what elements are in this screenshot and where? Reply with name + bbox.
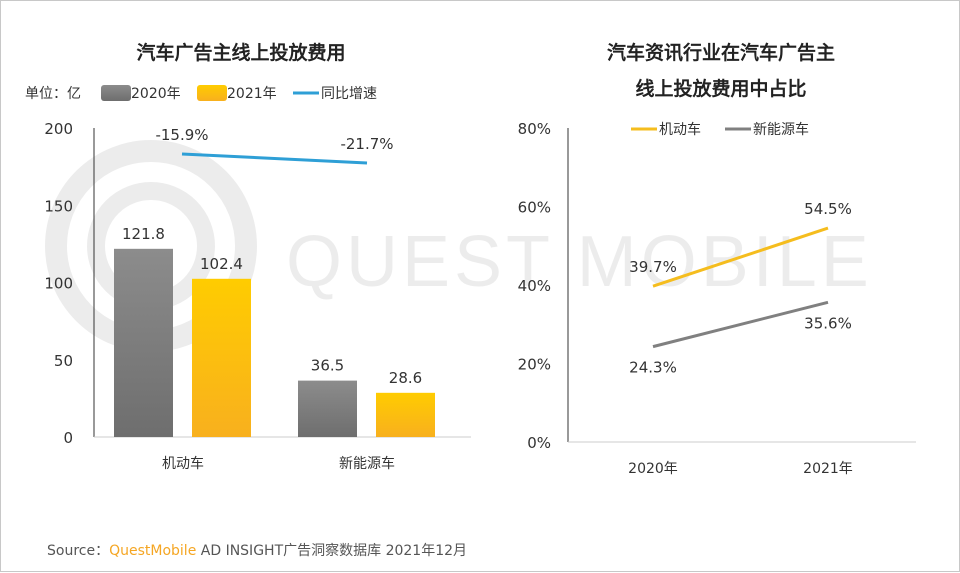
bar-2021年	[192, 278, 251, 437]
y-tick-label: 50	[54, 352, 73, 370]
point-data-label: 24.3%	[629, 359, 677, 377]
y-tick-label: 40%	[518, 277, 551, 295]
y-tick-label: 60%	[518, 199, 551, 217]
legend-swatch-0	[101, 85, 131, 101]
x-category-label: 机动车	[162, 455, 204, 472]
x-tick-label: 2021年	[803, 461, 853, 477]
right-chart-title-line2: 线上投放费用中占比	[635, 77, 806, 100]
legend-label-新能源车: 新能源车	[753, 121, 809, 138]
y-tick-label: 200	[44, 120, 73, 138]
point-data-label: 39.7%	[629, 258, 677, 276]
bar-data-label: 36.5	[311, 357, 344, 375]
legend-label-1: 2021年	[227, 86, 277, 102]
bar-data-label: 121.8	[122, 225, 165, 243]
y-tick-label: 0	[63, 429, 73, 447]
series-line-新能源车	[652, 300, 829, 349]
source-brand: QuestMobile	[109, 543, 197, 559]
y-tick-label: 0%	[527, 434, 551, 452]
left-chart-title: 汽车广告主线上投放费用	[136, 41, 345, 64]
y-tick-label: 20%	[518, 356, 551, 374]
legend-label-机动车: 机动车	[659, 121, 701, 138]
y-tick-label: 80%	[518, 120, 551, 138]
watermark: QUEST MOBILE	[45, 140, 873, 352]
bar-data-label: 28.6	[389, 369, 422, 387]
legend-label-line: 同比增速	[321, 86, 377, 102]
growth-line	[181, 152, 368, 165]
bar-2020年	[114, 248, 173, 437]
source-prefix: Source：	[47, 543, 110, 559]
unit-label: 单位：亿	[25, 86, 81, 102]
right-chart-title-line1: 汽车资讯行业在汽车广告主	[607, 41, 835, 64]
x-category-label: 新能源车	[339, 455, 395, 472]
y-tick-label: 150	[44, 197, 73, 215]
y-tick-label: 100	[44, 275, 73, 293]
series-line-机动车	[652, 226, 829, 288]
growth-data-label: -15.9%	[155, 126, 208, 144]
source-note: Source：QuestMobile AD INSIGHT广告洞察数据库 202…	[47, 540, 467, 560]
point-data-label: 35.6%	[804, 314, 852, 332]
svg-text:QUEST MOBILE: QUEST MOBILE	[286, 222, 873, 302]
source-text: AD INSIGHT广告洞察数据库 2021年12月	[196, 543, 468, 559]
bar-data-label: 102.4	[200, 255, 243, 273]
legend-label-0: 2020年	[131, 86, 181, 102]
x-tick-label: 2020年	[628, 461, 678, 477]
legend-swatch-1	[197, 85, 227, 101]
growth-data-label: -21.7%	[340, 135, 393, 153]
point-data-label: 54.5%	[804, 200, 852, 218]
bar-2021年	[376, 392, 435, 437]
bar-2020年	[298, 380, 357, 437]
